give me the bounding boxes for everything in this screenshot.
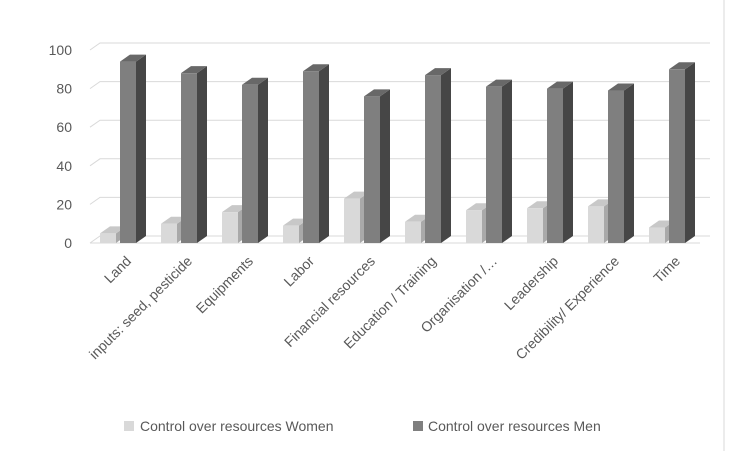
bar-top (181, 66, 207, 74)
x-tick-label: Land (101, 253, 134, 286)
bar-men-4 (364, 89, 390, 243)
x-tick-label: Time (650, 253, 683, 286)
legend-label-women: Control over resources Women (140, 418, 333, 434)
gridlines (89, 42, 710, 244)
bar-top (222, 205, 248, 213)
bar-side (685, 62, 695, 243)
bar-side (563, 81, 573, 243)
bar-top (669, 62, 695, 70)
bar-men-3 (303, 64, 329, 243)
bar-men-2 (242, 77, 268, 244)
bar-top (120, 54, 146, 62)
bar-top (608, 83, 634, 91)
bar-front (588, 206, 604, 243)
bar-men-7 (547, 81, 573, 243)
bar-side (380, 89, 390, 243)
bar-front (283, 225, 299, 243)
bar-front (649, 227, 665, 243)
bar-side (319, 64, 329, 243)
bar-men-5 (425, 68, 451, 243)
legend-label-men: Control over resources Men (428, 418, 601, 434)
y-tick-label: 100 (49, 42, 73, 58)
bar-top (588, 199, 614, 207)
bar-front (405, 221, 421, 243)
legend-swatch-women (124, 421, 134, 431)
bar-front (303, 71, 319, 243)
bar-front (242, 84, 258, 244)
bar-men-6 (486, 79, 512, 243)
bar-top (486, 79, 512, 87)
bar-front (486, 86, 502, 243)
bar-side (197, 66, 207, 243)
bar-front (161, 223, 177, 243)
bar-front (608, 90, 624, 243)
bar-front (425, 75, 441, 243)
bar-front (669, 69, 685, 243)
bar-top (466, 203, 492, 211)
bar-side (136, 54, 146, 243)
y-tick-label: 0 (64, 235, 72, 251)
bar-front (466, 210, 482, 243)
bar-front (222, 212, 238, 243)
bar-top (425, 68, 451, 76)
bar-top (283, 218, 309, 226)
bar-side (624, 83, 634, 243)
bar-men-8 (608, 83, 634, 243)
x-tick-label: Equipments (193, 253, 257, 317)
bars (100, 54, 695, 244)
bar-top (100, 226, 126, 234)
bar-front (181, 73, 197, 243)
bar-top (344, 191, 370, 199)
bar-front (344, 198, 360, 243)
bar-front (100, 233, 116, 243)
bar-side (502, 79, 512, 243)
bar-front (120, 61, 136, 243)
x-tick-label: Leadership (501, 253, 561, 313)
x-tick-label: Labor (280, 253, 317, 290)
bar-top (649, 220, 675, 228)
gridline (89, 42, 710, 51)
bar-front (527, 208, 543, 243)
bar-front (547, 88, 563, 243)
bar-men-9 (669, 62, 695, 243)
y-tick-label: 80 (56, 81, 72, 97)
y-tick-label: 40 (56, 158, 72, 174)
bar-top (547, 81, 573, 89)
bar-top (161, 216, 187, 224)
bar-side (441, 68, 451, 243)
x-tick-label: Credibility/ Experience (512, 253, 622, 363)
y-tick-label: 20 (56, 196, 72, 212)
bar-men-1 (181, 66, 207, 243)
y-axis-tick-labels: 0 20 40 60 80 100 (49, 42, 73, 251)
bar-side (258, 77, 268, 244)
bar-top (242, 77, 268, 85)
x-tick-label: inputs: seed, pesticide (86, 253, 195, 362)
bar-top (364, 89, 390, 97)
bar-top (405, 214, 431, 222)
bar-top (527, 201, 553, 209)
legend: Control over resources Women Control ove… (124, 418, 601, 434)
bar-men-0 (120, 54, 146, 243)
bar-top (303, 64, 329, 72)
y-tick-label: 60 (56, 119, 72, 135)
legend-swatch-men (413, 421, 423, 431)
bar-front (364, 96, 380, 243)
